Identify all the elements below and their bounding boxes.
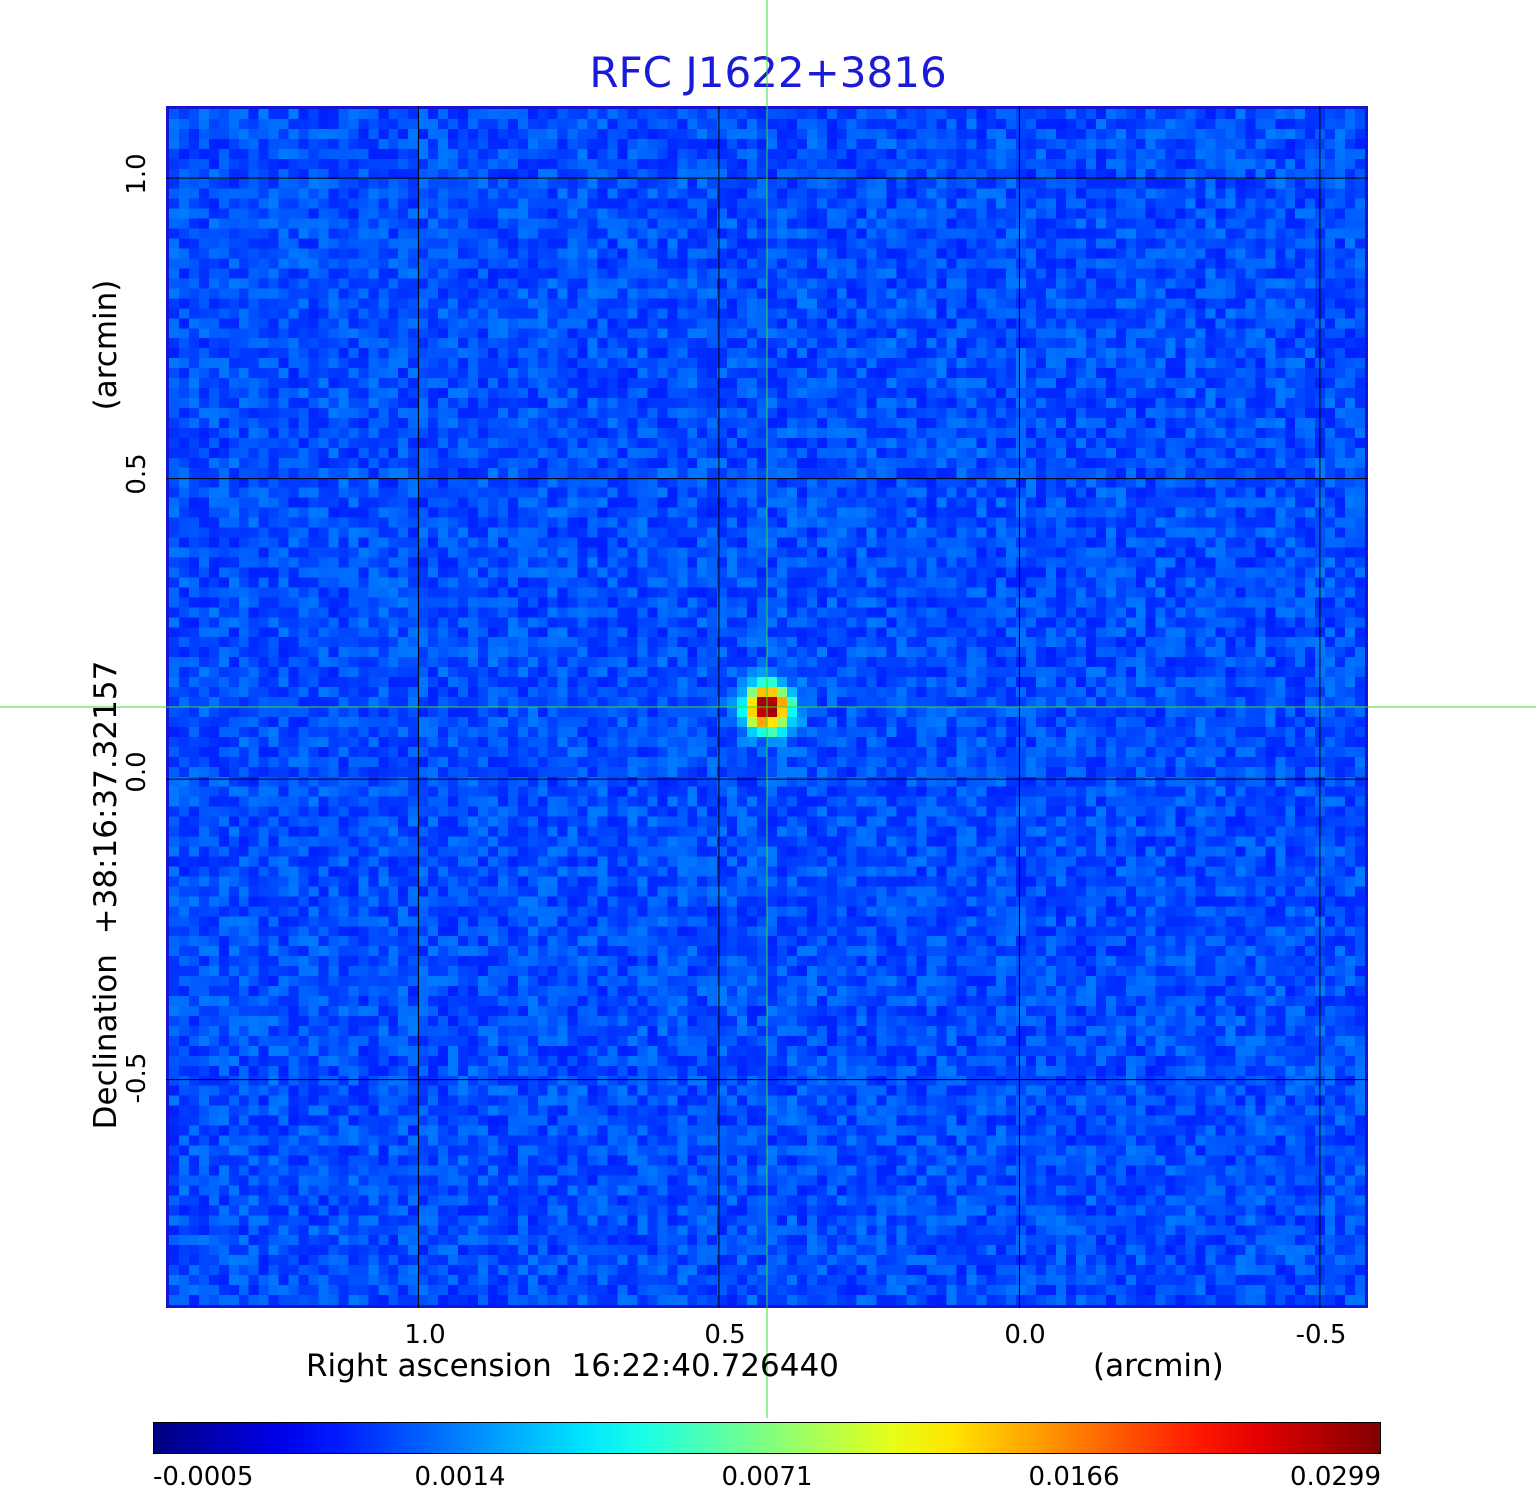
y-tick-label: 0.0 — [122, 751, 152, 793]
y-tick-label: 1.0 — [122, 153, 152, 195]
x-tick-label: 0.0 — [1004, 1320, 1046, 1350]
y-axis-unit: (arcmin) — [88, 279, 124, 411]
x-tick-label: 0.5 — [704, 1320, 746, 1350]
colorbar-tick-label: -0.0005 — [153, 1462, 254, 1492]
colorbar-tick-label: 0.0166 — [1028, 1462, 1120, 1492]
x-tick-label: 1.0 — [404, 1320, 446, 1350]
y-axis-label: Declination +38:16:37.32157 — [88, 660, 124, 1130]
x-axis-label: Right ascension 16:22:40.726440 — [306, 1348, 839, 1384]
colorbar — [153, 1422, 1381, 1454]
colorbar-tick-label: 0.0299 — [1290, 1462, 1381, 1492]
y-tick-label: -0.5 — [122, 1052, 152, 1104]
colorbar-tick-label: 0.0071 — [721, 1462, 813, 1492]
x-tick-label: -0.5 — [1295, 1320, 1347, 1350]
chart-title: RFC J1622+3816 — [589, 48, 947, 97]
y-tick-label: 0.5 — [122, 453, 152, 495]
colorbar-tick-label: 0.0014 — [414, 1462, 506, 1492]
x-axis-unit: (arcmin) — [1093, 1348, 1224, 1384]
